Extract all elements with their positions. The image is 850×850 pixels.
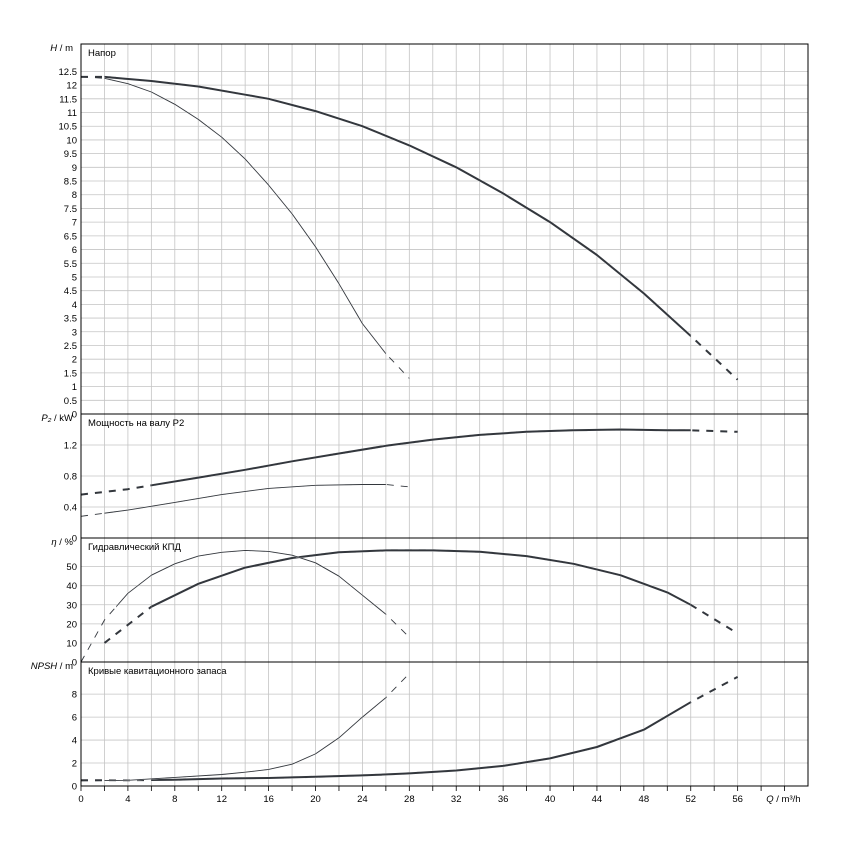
y-tick-label: 20 <box>66 619 77 630</box>
y-tick-label: 4 <box>72 300 77 311</box>
power-max-speed-curve <box>151 428 691 487</box>
y-tick-label: 5.5 <box>64 259 77 270</box>
y-tick-label: 11.5 <box>59 94 77 105</box>
panel-title: Мощность на валу P2 <box>88 418 184 429</box>
y-axis-label: NPSH / m <box>31 661 73 672</box>
y-axis-unit: kW <box>59 413 73 424</box>
y-tick-label: 6 <box>72 713 77 724</box>
y-tick-label: 0 <box>72 782 77 793</box>
y-tick-label: 0.5 <box>64 396 77 407</box>
y-tick-label: 9.5 <box>64 149 77 160</box>
y-tick-label: 6.5 <box>64 231 77 242</box>
y-tick-label: 1.2 <box>64 441 77 452</box>
x-tick-label: 16 <box>263 794 274 805</box>
y-axis-unit: m <box>65 43 73 54</box>
y-axis-label: P₂ / kW <box>41 413 73 424</box>
efficiency-max-speed-curve <box>151 549 691 608</box>
head-min-speed-curve <box>104 77 386 355</box>
x-tick-label: 40 <box>545 794 556 805</box>
y-tick-label: 1.5 <box>64 368 77 379</box>
y-axis-label: H / m <box>50 43 73 54</box>
y-tick-label: 0 <box>72 658 77 669</box>
panel-title: Напор <box>88 48 116 59</box>
y-axis-separator: / <box>57 661 65 672</box>
x-tick-label: 24 <box>357 794 368 805</box>
y-axis-unit: % <box>65 537 74 548</box>
y-tick-label: 12.5 <box>59 67 78 78</box>
efficiency-max-speed-curve-dashed <box>103 549 739 644</box>
y-tick-label: 4.5 <box>64 286 77 297</box>
y-tick-label: 10 <box>66 638 77 649</box>
x-axis-label: Q / m³/h <box>766 794 800 805</box>
efficiency-min-speed-curve <box>116 549 386 615</box>
y-axis-variable: NPSH <box>31 661 58 672</box>
y-tick-label: 9 <box>72 163 77 174</box>
y-axis-separator: / <box>51 413 59 424</box>
y-tick-label: 50 <box>66 562 77 573</box>
y-axis-variable: η <box>51 537 56 548</box>
x-tick-label: 20 <box>310 794 321 805</box>
y-tick-label: 4 <box>72 736 77 747</box>
power-min-speed-curve <box>104 484 386 514</box>
y-tick-label: 5 <box>72 272 77 283</box>
y-tick-label: 0 <box>72 410 77 421</box>
y-tick-label: 11 <box>67 108 77 119</box>
head-max-speed-curve <box>104 75 691 338</box>
npsh-max-speed-curve <box>151 701 691 782</box>
y-tick-label: 10.5 <box>59 122 78 133</box>
y-tick-label: 0 <box>72 534 77 545</box>
x-tick-label: 32 <box>451 794 462 805</box>
y-tick-label: 6 <box>72 245 77 256</box>
panel-title: Гидравлический КПД <box>88 542 181 553</box>
panel-title: Кривые кавитационного запаса <box>88 666 227 677</box>
y-tick-label: 1 <box>72 382 77 393</box>
x-axis-unit: m³/h <box>782 794 801 805</box>
y-tick-label: 2 <box>72 355 77 366</box>
y-tick-label: 7.5 <box>64 204 77 215</box>
y-tick-label: 0.4 <box>64 503 77 514</box>
x-tick-label: 48 <box>639 794 650 805</box>
y-tick-label: 8 <box>72 690 77 701</box>
y-tick-label: 8.5 <box>64 177 77 188</box>
y-tick-label: 0.8 <box>64 472 77 483</box>
y-tick-label: 8 <box>72 190 77 201</box>
y-axis-variable: P₂ <box>41 413 51 424</box>
y-axis-label: η / % <box>51 537 73 548</box>
y-axis-unit: m <box>65 661 73 672</box>
y-tick-label: 40 <box>66 581 77 592</box>
npsh-min-speed-curve <box>104 696 386 782</box>
plot-frame <box>80 43 809 787</box>
y-axis-variable: H <box>50 43 57 54</box>
x-tick-label: 4 <box>125 794 130 805</box>
y-axis-separator: / <box>57 43 65 54</box>
x-tick-label: 56 <box>732 794 743 805</box>
x-axis-variable: Q <box>766 794 774 805</box>
x-tick-label: 28 <box>404 794 415 805</box>
efficiency-max-speed-curve-mask <box>151 549 691 609</box>
y-tick-label: 10 <box>66 135 77 146</box>
x-tick-label: 8 <box>172 794 177 805</box>
x-tick-label: 44 <box>592 794 603 805</box>
y-tick-label: 3 <box>72 327 77 338</box>
x-tick-label: 36 <box>498 794 509 805</box>
y-tick-label: 3.5 <box>64 314 77 325</box>
x-tick-label: 12 <box>216 794 227 805</box>
x-axis-separator: / <box>774 794 782 805</box>
x-tick-label: 52 <box>685 794 696 805</box>
y-axis-separator: / <box>57 537 65 548</box>
y-tick-label: 2.5 <box>64 341 77 352</box>
y-tick-label: 2 <box>72 759 77 770</box>
y-tick-label: 12 <box>66 81 77 92</box>
y-tick-label: 7 <box>72 218 77 229</box>
y-tick-label: 30 <box>66 600 77 611</box>
x-tick-label: 0 <box>78 794 83 805</box>
